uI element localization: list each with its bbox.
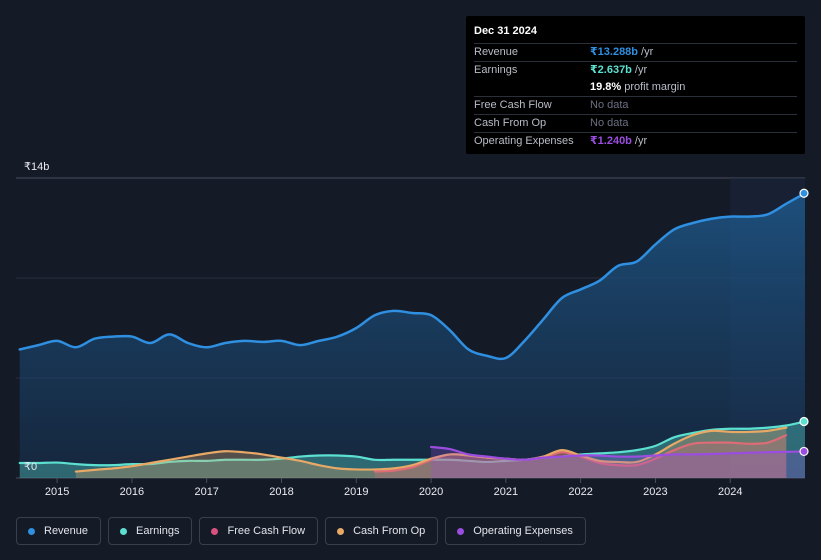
tooltip-margin-value: 19.8%: [590, 81, 622, 93]
tooltip-row-margin: 19.8% profit margin: [474, 79, 797, 96]
tooltip-unit: /yr: [634, 64, 648, 76]
series-area-cash-from-op: [75, 427, 787, 478]
y-axis-top-label: ₹14b: [24, 161, 49, 173]
series-area-revenue: [19, 193, 806, 478]
tooltip-label: Operating Expenses: [474, 135, 574, 147]
x-tick-label: 2015: [45, 486, 69, 498]
x-axis-ticks: 2015 2016 2017 2018 2019 2020 2021 2022 2023 2024: [45, 478, 742, 498]
tooltip-row-fcf: Free Cash Flow No data: [474, 96, 797, 114]
tooltip-margin-label: profit margin: [624, 81, 686, 93]
legend-label: Free Cash Flow: [227, 525, 306, 537]
tooltip-label: Revenue: [474, 46, 519, 58]
series-operating-expenses: [429, 445, 807, 478]
x-tick-label: 2019: [344, 486, 368, 498]
x-tick-label: 2022: [568, 486, 592, 498]
x-tick-label: 2018: [269, 486, 293, 498]
chart-tooltip: Dec 31 2024 Revenue ₹13.288b /yr Earning…: [466, 16, 805, 154]
x-tick-label: 2016: [120, 486, 144, 498]
tooltip-label: Earnings: [474, 64, 518, 76]
end-markers: [799, 188, 809, 457]
legend-dot-icon: [211, 527, 219, 535]
x-tick-label: 2024: [718, 486, 742, 498]
tooltip-row-cfo: Cash From Op No data: [474, 114, 797, 132]
tooltip-unit: /yr: [634, 135, 648, 147]
legend-item-earnings[interactable]: Earnings: [108, 517, 193, 545]
legend-dot-icon: [457, 527, 465, 535]
x-tick-label: 2020: [419, 486, 443, 498]
series-line-operating-expenses: [429, 445, 807, 461]
tooltip-row-opex: Operating Expenses ₹1.240b /yr: [474, 132, 797, 150]
tooltip-fcf-value: No data: [590, 99, 629, 111]
tooltip-row-earnings: Earnings ₹2.637b /yr: [474, 61, 797, 79]
tooltip-cfo-value: No data: [590, 117, 629, 129]
x-tick-label: 2017: [194, 486, 218, 498]
end-marker-revenue: [799, 188, 809, 198]
series-line-cash-from-op: [74, 426, 788, 473]
legend-dot-icon: [120, 527, 128, 535]
tooltip-label: Cash From Op: [474, 117, 547, 129]
legend-dot-icon: [28, 527, 35, 535]
legend-item-free-cash-flow[interactable]: Free Cash Flow: [199, 517, 319, 545]
x-tick-label: 2023: [643, 486, 667, 498]
tooltip-revenue-value: ₹13.288b: [590, 46, 639, 58]
legend-item-revenue[interactable]: Revenue: [16, 517, 102, 545]
legend-label: Earnings: [136, 525, 180, 537]
legend-dot-icon: [337, 527, 345, 535]
series-revenue: [18, 192, 807, 478]
tooltip-earnings-value: ₹2.637b: [590, 64, 632, 76]
tooltip-label: Free Cash Flow: [474, 99, 552, 111]
tooltip-date: Dec 31 2024: [474, 25, 537, 37]
end-marker-operating-expenses: [799, 446, 809, 457]
series-line-revenue: [18, 192, 807, 361]
legend-item-cash-from-op[interactable]: Cash From Op: [325, 517, 439, 545]
legend-label: Cash From Op: [353, 525, 426, 537]
series-cash-from-op: [74, 426, 788, 478]
legend-item-operating-expenses[interactable]: Operating Expenses: [445, 517, 586, 545]
legend-label: Operating Expenses: [473, 525, 573, 537]
tooltip-row-revenue: Revenue ₹13.288b /yr: [474, 43, 797, 61]
end-marker-earnings: [799, 416, 809, 427]
tooltip-unit: /yr: [641, 46, 654, 58]
tooltip-opex-value: ₹1.240b: [590, 135, 632, 147]
x-tick-label: 2021: [494, 486, 518, 498]
chart-legend: Revenue Earnings Free Cash Flow Cash Fro…: [16, 517, 586, 545]
y-axis-bottom-label: ₹0: [24, 461, 37, 473]
series-layer: [18, 192, 807, 478]
legend-label: Revenue: [44, 525, 89, 537]
